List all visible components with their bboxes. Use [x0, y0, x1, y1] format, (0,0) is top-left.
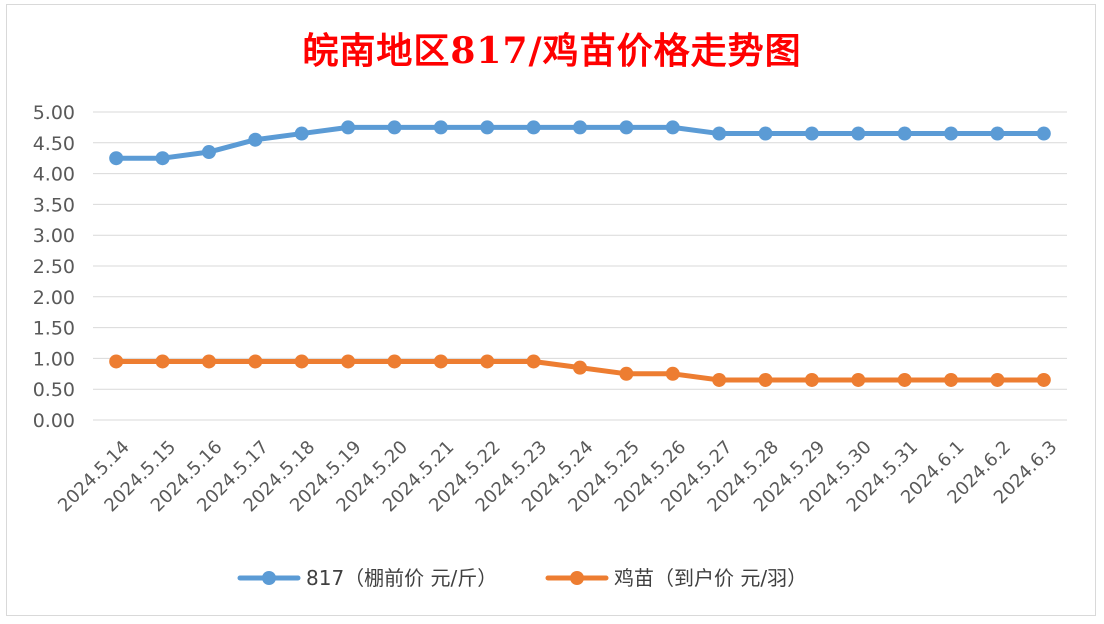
- data-point: [712, 126, 727, 141]
- data-point: [109, 354, 124, 369]
- y-tick-label: 1.00: [33, 348, 75, 370]
- data-point: [804, 126, 819, 141]
- data-point: [851, 372, 866, 387]
- data-point: [433, 120, 448, 135]
- data-point: [897, 372, 912, 387]
- y-tick-label: 0.00: [33, 410, 75, 432]
- y-tick-label: 3.50: [33, 194, 75, 216]
- data-point: [897, 126, 912, 141]
- data-point: [573, 360, 587, 375]
- y-tick-label: 4.00: [33, 164, 75, 186]
- data-point: [712, 372, 727, 387]
- y-tick-label: 2.50: [33, 256, 75, 278]
- legend-label-1: 817（棚前价 元/斤）: [306, 566, 497, 590]
- data-point: [294, 354, 309, 369]
- data-point: [526, 354, 541, 369]
- data-point: [573, 120, 587, 135]
- data-point: [201, 145, 216, 160]
- data-point: [480, 354, 495, 369]
- y-tick-label: 1.50: [33, 318, 75, 340]
- data-point: [804, 372, 819, 387]
- data-point: [433, 354, 448, 369]
- y-tick-label: 0.50: [33, 379, 75, 401]
- y-tick-label: 2.00: [33, 287, 75, 309]
- data-point: [480, 120, 495, 135]
- legend-marker-1: [262, 571, 276, 585]
- data-point: [1036, 126, 1051, 141]
- y-tick-label: 3.00: [33, 225, 75, 247]
- data-point: [387, 354, 402, 369]
- data-point: [248, 354, 263, 369]
- data-point: [341, 354, 356, 369]
- data-point: [155, 354, 170, 369]
- y-tick-label: 4.50: [33, 133, 75, 155]
- legend-label-2: 鸡苗（到户价 元/羽）: [614, 566, 807, 590]
- data-point: [109, 151, 124, 166]
- data-point: [526, 120, 541, 135]
- data-point: [944, 126, 959, 141]
- data-point: [665, 120, 680, 135]
- data-point: [387, 120, 402, 135]
- data-point: [851, 126, 866, 141]
- data-point: [758, 126, 773, 141]
- legend-marker-2: [570, 571, 584, 585]
- data-point: [665, 366, 680, 381]
- data-point: [619, 120, 634, 135]
- data-point: [294, 126, 309, 141]
- y-tick-label: 5.00: [33, 102, 75, 124]
- data-point: [990, 372, 1005, 387]
- chart-area[interactable]: [6, 4, 1096, 616]
- data-point: [248, 132, 263, 147]
- data-point: [155, 151, 170, 166]
- data-point: [341, 120, 356, 135]
- data-point: [944, 372, 959, 387]
- chart-title: 皖南地区817/鸡苗价格走势图: [302, 30, 802, 72]
- data-point: [990, 126, 1005, 141]
- data-point: [1036, 372, 1051, 387]
- data-point: [619, 366, 634, 381]
- data-point: [758, 372, 773, 387]
- data-point: [201, 354, 216, 369]
